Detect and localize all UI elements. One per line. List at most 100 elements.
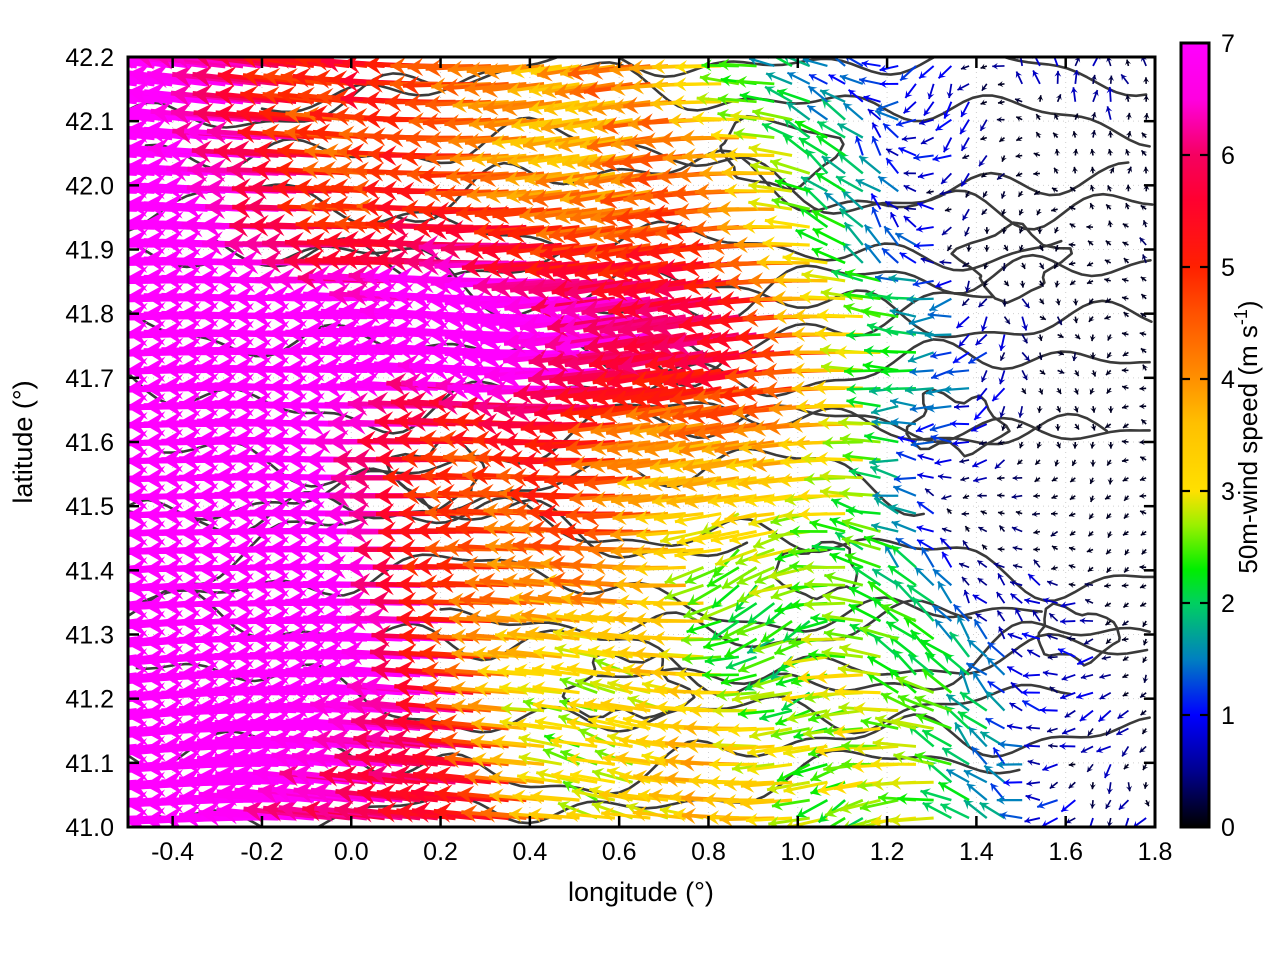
wind-arrow-head: [747, 761, 760, 776]
wind-arrow-head: [347, 675, 369, 700]
wind-arrow-head: [309, 104, 328, 126]
wind-arrow-head: [648, 475, 664, 492]
wind-arrow-head: [752, 677, 766, 690]
wind-arrow-head: [862, 360, 874, 373]
wind-arrow-head: [507, 152, 522, 169]
wind-arrow-shaft: [837, 666, 881, 677]
wind-arrow-head: [480, 344, 503, 371]
wind-arrow-shaft: [591, 493, 651, 503]
wind-arrow-head: [801, 269, 814, 283]
wind-arrow-head: [833, 779, 847, 795]
wind-arrow-head: [651, 613, 665, 629]
wind-arrow-head: [1089, 461, 1097, 467]
wind-arrow-head: [401, 372, 422, 396]
wind-arrow-head: [514, 717, 528, 732]
wind-arrow-head: [842, 190, 852, 200]
wind-arrow-shaft: [819, 474, 863, 480]
wind-arrow-head: [1104, 314, 1111, 321]
wind-arrow-shaft: [736, 566, 775, 586]
wind-arrow-head: [278, 798, 300, 822]
wind-arrow-head: [1139, 385, 1145, 392]
wind-arrow-head: [1073, 370, 1079, 377]
wind-arrow-head: [908, 316, 919, 327]
wind-arrow-head: [791, 598, 802, 611]
wind-arrow-head: [1000, 192, 1007, 199]
wind-arrow-head: [161, 769, 184, 795]
wind-arrow-head: [425, 58, 442, 78]
wind-arrow-head: [927, 310, 936, 320]
wind-arrow-head: [520, 417, 539, 438]
wind-arrow-head: [303, 282, 326, 309]
wind-arrow-head: [456, 501, 474, 521]
wind-arrow-head: [588, 541, 604, 559]
wind-arrow-shaft: [723, 744, 775, 751]
wind-arrow-head: [783, 508, 796, 523]
wind-arrow-head: [402, 557, 419, 577]
wind-arrow-head: [647, 388, 666, 409]
wind-arrow-head: [258, 104, 277, 125]
wind-arrow-head: [302, 518, 325, 545]
wind-arrow-head: [636, 527, 650, 542]
wind-arrow-head: [422, 678, 440, 698]
wind-arrow-head: [783, 744, 796, 759]
wind-arrow-head: [334, 746, 355, 770]
wind-arrow-head: [1001, 424, 1007, 431]
wind-arrow-head: [717, 93, 729, 106]
wind-arrow-head: [128, 154, 149, 181]
wind-arrow-head: [196, 354, 219, 381]
wind-arrow-head: [1033, 559, 1040, 566]
wind-arrow-head: [952, 439, 960, 447]
wind-arrow-head: [431, 77, 447, 95]
wind-arrow-head: [128, 357, 148, 384]
wind-arrow-head: [1121, 636, 1128, 643]
wind-arrow-head: [765, 614, 777, 625]
wind-arrow-shaft: [750, 691, 793, 701]
wind-arrow-head: [949, 632, 960, 643]
wind-arrow-head: [517, 770, 530, 785]
wind-arrow-head: [128, 135, 150, 162]
wind-arrow-head: [214, 537, 237, 563]
wind-arrow-head: [1124, 549, 1131, 556]
wind-arrow-head: [344, 554, 366, 580]
wind-arrow-head: [1122, 277, 1128, 284]
wind-arrow-shaft: [658, 422, 722, 437]
wind-arrow-shaft: [514, 721, 562, 731]
wind-arrow-head: [196, 301, 219, 328]
wind-arrow-head: [843, 302, 856, 315]
wind-arrow-head: [626, 243, 646, 264]
wind-arrow-head: [492, 205, 510, 225]
wind-arrow-shaft: [530, 64, 580, 75]
wind-arrow-head: [639, 187, 656, 206]
wind-arrow-shaft: [615, 755, 669, 766]
wind-arrow-head: [347, 282, 369, 307]
wind-arrow-head: [717, 200, 732, 218]
wind-arrow-head: [1106, 820, 1113, 827]
wind-arrow-shaft: [602, 756, 651, 766]
wind-arrow-head: [627, 440, 644, 457]
wind-arrow-head: [611, 79, 626, 97]
wind-arrow-head: [627, 694, 641, 708]
wind-arrow-head: [334, 214, 352, 234]
wind-arrow-head: [1074, 333, 1081, 340]
wind-arrow-head: [170, 83, 193, 107]
wind-arrow-head: [867, 656, 880, 667]
wind-arrow-head: [771, 669, 782, 680]
wind-arrow-head: [998, 377, 1006, 385]
wind-arrow-head: [425, 696, 442, 716]
wind-arrow-head: [143, 502, 166, 528]
wind-arrow-head: [451, 680, 466, 698]
wind-arrow-head: [658, 423, 676, 442]
wind-arrow-head: [1107, 149, 1114, 155]
wind-arrow-head: [754, 572, 768, 585]
wind-arrow-head: [925, 387, 935, 397]
wind-arrow-head: [560, 402, 579, 423]
wind-arrow-shaft: [566, 720, 616, 731]
wind-arrow-head: [1071, 459, 1078, 466]
wind-arrow-head: [783, 655, 797, 669]
wind-arrow-head: [249, 607, 272, 634]
wind-arrow-head: [957, 615, 966, 626]
wind-arrow-head: [196, 445, 219, 472]
wind-arrow-head: [1122, 690, 1129, 697]
wind-arrow-head: [320, 605, 343, 632]
wind-arrow-head: [570, 208, 587, 226]
